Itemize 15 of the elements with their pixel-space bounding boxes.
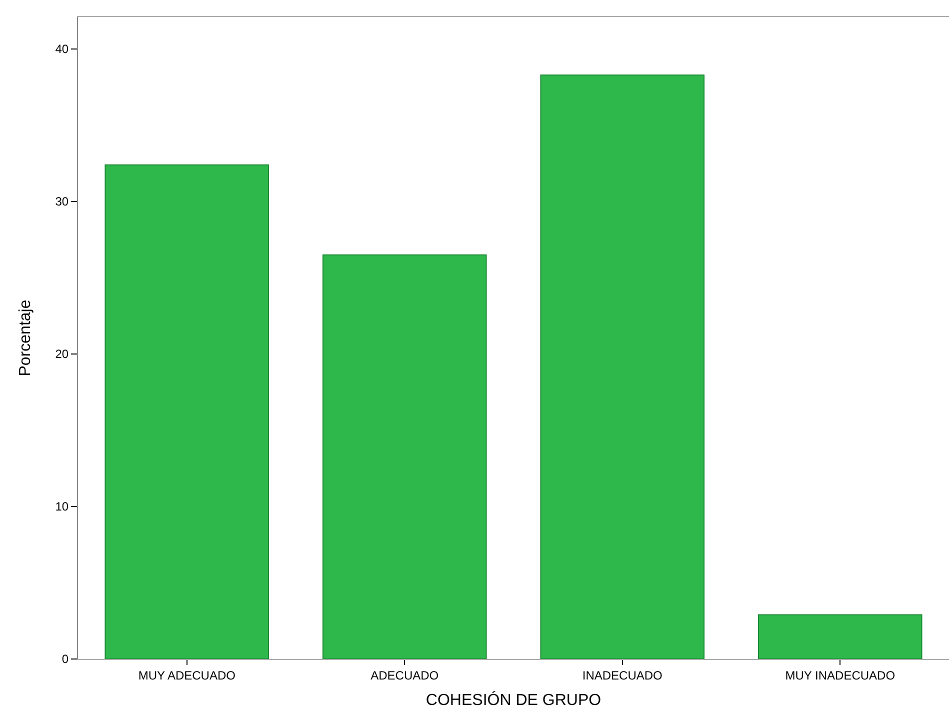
x-tick-label: ADECUADO [370,668,439,682]
x-tick-label: MUY INADECUADO [785,668,896,682]
x-axis-title: COHESIÓN DE GRUPO [426,691,602,710]
bar [322,254,487,659]
y-tick-label: 0 [62,652,69,666]
y-tick-label: 30 [55,194,69,209]
y-tick-label: 20 [55,347,69,362]
y-axis-title: Porcentaje [17,300,34,376]
bar [104,164,270,659]
bar [540,74,705,659]
x-tick-label: INADECUADO [582,668,662,682]
y-tick-label: 10 [55,500,69,514]
x-tick-label: MUY ADECUADO [138,668,236,682]
y-tick-label: 40 [55,42,69,56]
bar [758,614,922,659]
